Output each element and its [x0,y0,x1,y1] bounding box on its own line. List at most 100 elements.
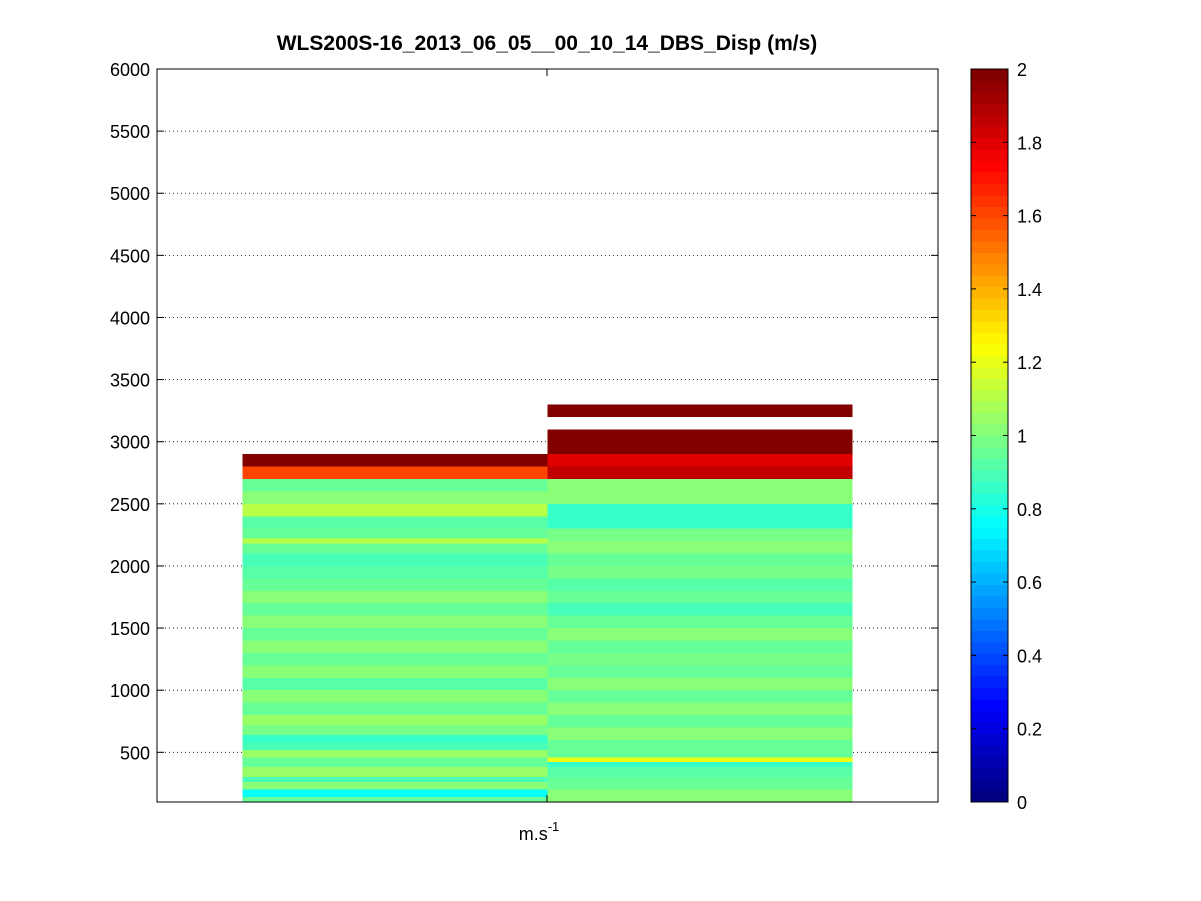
heatmap-cell [242,603,548,616]
heatmap-cell [242,543,548,554]
y-tick-label: 1000 [110,681,150,701]
heatmap-cell [242,553,548,566]
colorbar-tick-label: 0.6 [1017,573,1042,593]
colorbar-swatch [971,69,1008,82]
heatmap-cell [242,767,548,778]
colorbar-swatch [971,229,1008,242]
colorbar-gradient [971,69,1008,803]
heatmap-cell [242,615,548,629]
y-tick-label: 3500 [110,371,150,391]
heatmap-cell [242,652,548,666]
heatmap-cell [547,777,853,790]
heatmap-cell [242,628,548,641]
colorbar-swatch [971,664,1008,677]
colorbar-swatch [971,538,1008,551]
heatmap-cell [242,590,548,604]
colorbar-swatch [971,527,1008,540]
colorbar-swatch [971,298,1008,311]
colorbar-swatch [971,504,1008,517]
colorbar-tick-label: 1.2 [1017,353,1042,373]
colorbar-swatch [971,412,1008,425]
heatmap-cell [547,454,853,467]
colorbar-swatch [971,401,1008,414]
colorbar-swatch [971,446,1008,460]
colorbar-ticks: 0 0.2 0.4 0.6 0.8 1 1.2 1.4 1.6 1.8 2 [971,60,1042,813]
heatmap-cell [242,466,548,479]
y-tick-label: 3000 [110,433,150,453]
colorbar-tick-label: 1.6 [1017,207,1042,227]
y-tick-label: 1500 [110,619,150,639]
colorbar-swatch [971,767,1008,780]
heatmap-cell [242,734,548,743]
colorbar-swatch [971,126,1008,139]
colorbar-swatch [971,435,1008,448]
colorbar-swatch [971,240,1008,253]
chart-title: WLS200S-16_2013_06_05__00_10_14_DBS_Disp… [277,32,818,55]
heatmap-cell [547,578,853,591]
colorbar-swatch [971,332,1008,345]
heatmap-cell [242,677,548,691]
colorbar-swatch [971,515,1008,528]
heatmap-cell [242,782,548,790]
colorbar-swatch [971,584,1008,597]
colorbar-swatch [971,320,1008,334]
colorbar-swatch [971,137,1008,150]
heatmap-cell [242,665,548,678]
colorbar-tick-label: 1.8 [1017,133,1042,153]
heatmap-cell [547,757,853,763]
colorbar-swatch [971,309,1008,322]
heatmap-cell [547,603,853,616]
heatmap-cell [242,478,548,492]
heatmap-cell [242,777,548,783]
heatmap-cell [242,491,548,504]
heatmap-cell [547,429,853,455]
y-axis-ticks: 500 1000 1500 2000 2500 3000 3500 4000 4500 5000 5… [110,60,938,763]
colorbar-tick-label: 1.4 [1017,280,1042,300]
heatmap-cell [547,590,853,604]
colorbar-tick-label: 0 [1017,793,1027,813]
heatmap-cell [242,565,548,579]
colorbar-swatch [971,721,1008,734]
colorbar-tick-label: 0.4 [1017,646,1042,666]
colorbar-swatch [971,710,1008,723]
heatmap-cells [242,404,853,802]
heatmap-cell [242,528,548,539]
heatmap-cell [242,797,548,802]
heatmap-cell [242,757,548,768]
colorbar-tick-label: 1 [1017,427,1027,447]
colorbar-swatch [971,114,1008,127]
colorbar-swatch [971,355,1008,368]
colorbar-tick-label: 0.8 [1017,500,1042,520]
heatmap-cell [242,516,548,529]
heatmap-cell [242,715,548,725]
heatmap-cell [242,538,548,544]
colorbar-swatch [971,366,1008,379]
colorbar-swatch [971,469,1008,482]
colorbar-swatch [971,343,1008,356]
heatmap-cell [547,677,853,691]
colorbar-swatch [971,481,1008,494]
plot-area: 500 1000 1500 2000 2500 3000 3500 4000 4500 5000 5… [110,60,939,803]
colorbar-swatch [971,160,1008,173]
heatmap-cell [547,727,853,740]
heatmap-cell [547,553,853,566]
colorbar-swatch [971,790,1008,803]
heatmap-cell [547,702,853,716]
y-tick-label: 4000 [110,308,150,328]
heatmap-cell [242,724,548,735]
heatmap-cell [547,565,853,579]
heatmap-cell [547,528,853,542]
colorbar-swatch [971,80,1008,93]
colorbar-swatch [971,630,1008,643]
colorbar-swatch [971,595,1008,608]
heatmap-cell [547,541,853,554]
colorbar-swatch [971,618,1008,631]
colorbar-swatch [971,687,1008,700]
colorbar-swatch [971,492,1008,505]
colorbar-swatch [971,424,1008,437]
heatmap-cell [547,789,853,802]
colorbar: 0 0.2 0.4 0.6 0.8 1 1.2 1.4 1.6 1.8 2 [970,60,1042,813]
colorbar-swatch [971,389,1008,402]
colorbar-swatch [971,698,1008,711]
y-tick-label: 2500 [110,495,150,515]
